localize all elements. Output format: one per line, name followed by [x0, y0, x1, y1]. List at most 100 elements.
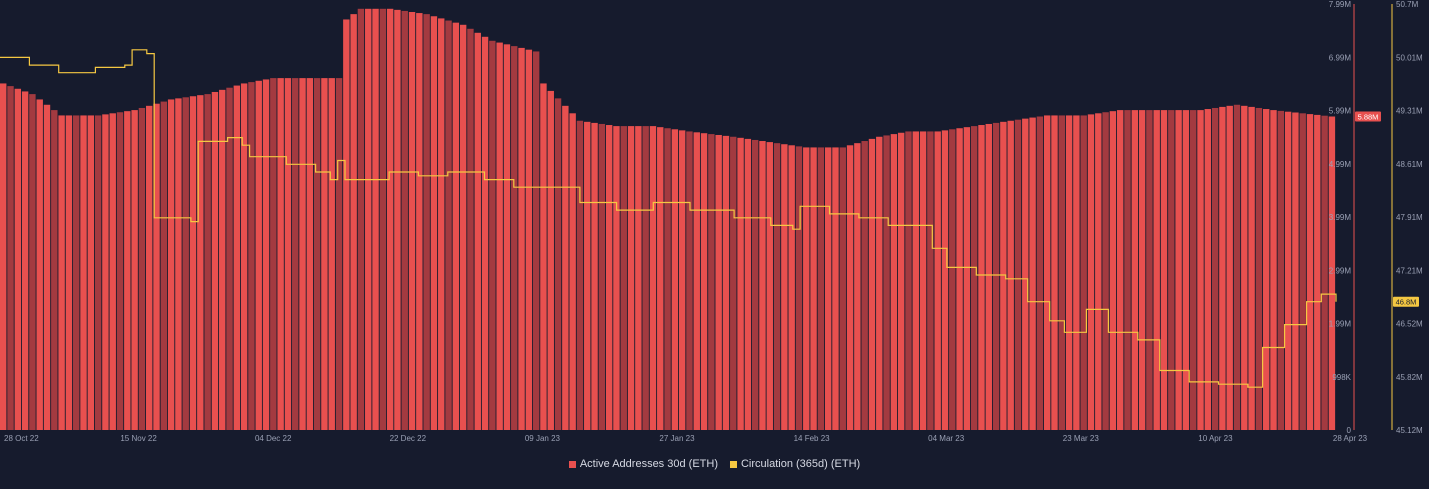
bar [912, 131, 919, 430]
bar [43, 104, 51, 431]
bar [36, 99, 43, 430]
bar [890, 134, 898, 430]
bar [817, 147, 825, 431]
bar [292, 78, 299, 431]
bar [686, 131, 693, 430]
bar [1000, 121, 1007, 430]
bar [1102, 112, 1109, 430]
bar [335, 78, 343, 431]
left-y-tick-label: 4.99M [1329, 160, 1352, 169]
bar [204, 94, 211, 431]
bar [1270, 110, 1277, 430]
bar [219, 89, 226, 430]
right-y-tick-label: 45.12M [1396, 426, 1423, 435]
bar [277, 78, 284, 431]
bar [1043, 115, 1051, 431]
bar [598, 123, 606, 431]
circulation-line [0, 49, 1337, 388]
bar [978, 125, 985, 430]
bar [321, 78, 328, 431]
bar [562, 105, 569, 430]
x-tick-label: 04 Mar 23 [928, 434, 965, 443]
bar [408, 12, 416, 430]
bar [124, 111, 131, 431]
bar [897, 132, 905, 430]
bar [109, 113, 116, 431]
bar [657, 127, 664, 430]
bar [1029, 117, 1036, 430]
bar [1168, 110, 1175, 430]
bar [992, 122, 1000, 431]
bar [642, 126, 649, 430]
bar [1051, 115, 1058, 431]
bar [153, 103, 160, 430]
bar [116, 112, 124, 430]
legend-item-circulation[interactable]: Circulation (365d) (ETH) [729, 458, 861, 470]
bar [328, 78, 335, 431]
x-tick-label: 28 Apr 23 [1333, 434, 1368, 443]
bar [1233, 104, 1241, 431]
bar [1248, 106, 1255, 431]
bar [693, 132, 700, 430]
legend-label-circulation: Circulation (365d) (ETH) [740, 458, 861, 470]
bar [861, 141, 868, 430]
bar [299, 78, 306, 431]
legend-swatch-red [568, 460, 576, 468]
bar [759, 141, 766, 430]
bar [1116, 110, 1124, 430]
bar [846, 145, 854, 431]
right-y-tick-label: 47.91M [1396, 213, 1423, 222]
bar [58, 115, 65, 431]
bar [1292, 112, 1299, 430]
bar [1189, 110, 1197, 430]
bar [751, 139, 759, 430]
bar [620, 126, 627, 430]
x-tick-label: 15 Nov 22 [120, 434, 157, 443]
bar [1284, 111, 1292, 430]
bar [678, 130, 686, 431]
bar [313, 78, 321, 431]
bar [868, 138, 876, 430]
bar [540, 83, 547, 430]
bar [226, 87, 233, 431]
right-y-tick-label: 49.31M [1396, 107, 1423, 116]
bar [102, 114, 109, 431]
bar [189, 96, 197, 431]
x-tick-label: 10 Apr 23 [1198, 434, 1233, 443]
bar [854, 143, 861, 430]
bar [452, 22, 460, 430]
bar [649, 126, 657, 430]
bar [306, 78, 314, 431]
bar [1007, 120, 1014, 430]
bar [722, 135, 730, 430]
bar [781, 144, 788, 430]
legend-item-active-addresses[interactable]: Active Addresses 30d (ETH) [568, 458, 718, 470]
right-y-tick-label: 45.82M [1396, 373, 1423, 382]
bar [1314, 114, 1321, 431]
bar [591, 122, 598, 431]
right-y-tick-label: 46.52M [1396, 320, 1423, 329]
bar [934, 131, 941, 430]
bar [1073, 115, 1080, 431]
bar [182, 97, 189, 431]
bar [1036, 116, 1044, 430]
bar [94, 115, 102, 431]
bar [1175, 110, 1182, 430]
bar [160, 101, 168, 430]
bar [730, 136, 737, 430]
legend-label-active-addresses: Active Addresses 30d (ETH) [579, 458, 718, 470]
bar [1080, 115, 1087, 431]
bar [29, 94, 36, 431]
x-tick-label: 27 Jan 23 [659, 434, 695, 443]
bar [525, 49, 533, 431]
bar [584, 121, 591, 430]
bar [7, 86, 14, 431]
bar [824, 147, 832, 431]
bar [788, 145, 795, 431]
bars-group [0, 8, 1336, 431]
bar [737, 137, 744, 430]
bar [489, 40, 496, 430]
bar [357, 8, 365, 431]
bar [664, 128, 671, 431]
